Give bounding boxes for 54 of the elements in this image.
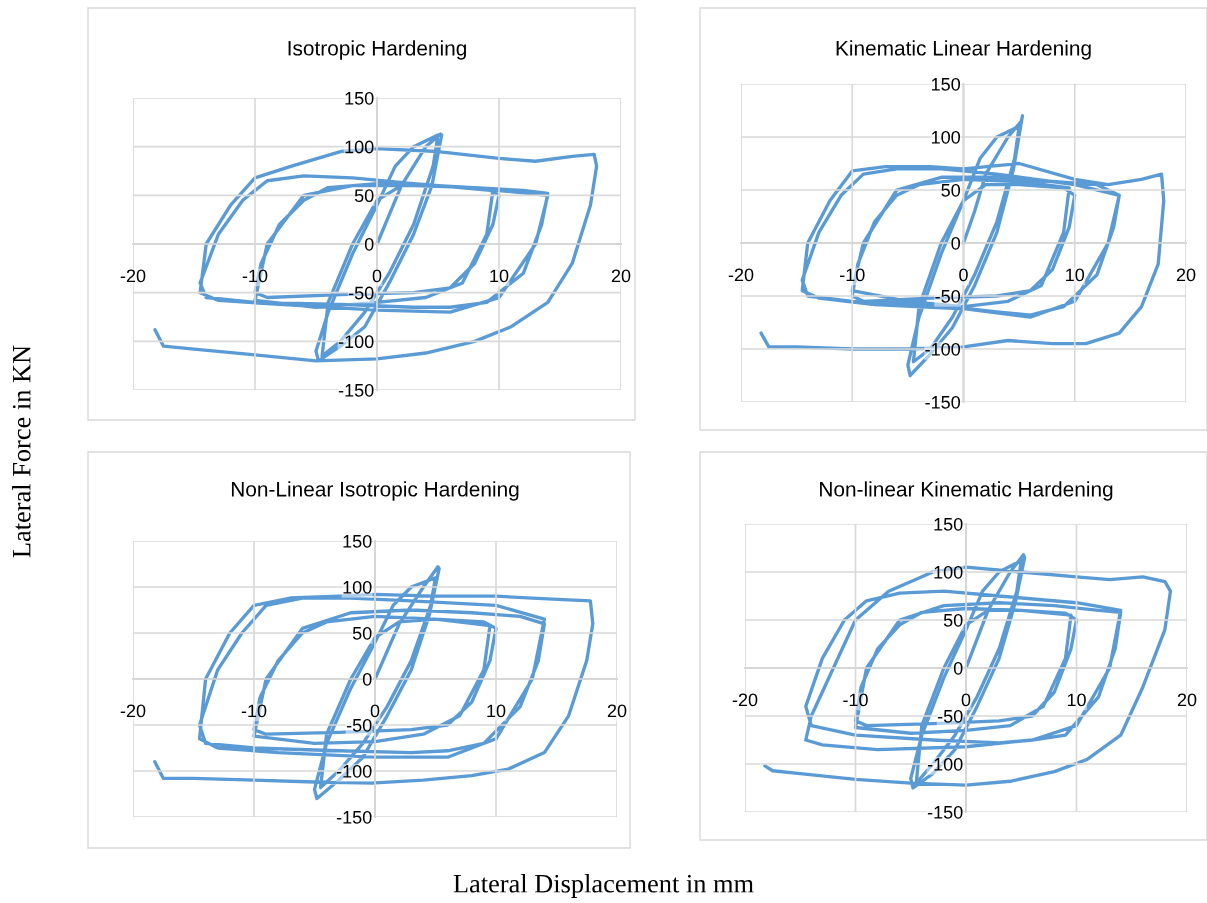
y-tick-label: -150 — [927, 805, 963, 819]
y-tick-label: -100 — [925, 342, 961, 356]
y-tick-label: 100 — [345, 140, 374, 154]
x-tick-label: -20 — [120, 269, 146, 283]
chart-title: Kinematic Linear Hardening — [836, 40, 1091, 60]
x-tick-label: -10 — [840, 268, 865, 282]
y-tick-label: 0 — [362, 672, 372, 686]
chart-title: Non-Linear Isotropic Hardening — [231, 481, 519, 501]
y-tick-label: 0 — [364, 237, 374, 251]
y-tick-label: 150 — [934, 517, 963, 531]
y-tick-label: -150 — [925, 395, 961, 409]
chart-title: Isotropic Hardening — [288, 40, 466, 60]
line-series — [763, 553, 1173, 790]
line-series — [153, 565, 595, 801]
x-tick-label: -20 — [732, 693, 758, 707]
y-tick-label: 100 — [931, 130, 961, 144]
x-tick-label: -20 — [728, 268, 754, 282]
x-tick-label: -20 — [120, 704, 146, 718]
y-tick-label: 50 — [354, 189, 374, 203]
y-tick-label: -100 — [338, 335, 374, 349]
x-tick-label: 20 — [611, 269, 631, 283]
y-tick-label: 100 — [343, 580, 372, 594]
y-tick-label: -150 — [338, 383, 374, 397]
x-tick-label: 10 — [1067, 693, 1086, 707]
y-tick-label: 50 — [941, 183, 961, 197]
chart-title: Non-linear Kinematic Hardening — [820, 481, 1113, 501]
y-tick-label: -50 — [935, 289, 961, 303]
y-tick-label: 150 — [345, 91, 374, 105]
y-tick-label: -100 — [927, 757, 963, 771]
y-axis-title: Lateral Force in KN — [12, 345, 31, 558]
line-series — [153, 132, 599, 363]
y-tick-label: 0 — [953, 661, 963, 675]
x-tick-label: 20 — [1177, 693, 1197, 707]
y-tick-label: -50 — [937, 709, 963, 723]
y-tick-label: 150 — [343, 534, 372, 548]
y-tick-label: -100 — [336, 764, 372, 778]
x-tick-label: 10 — [490, 269, 509, 283]
x-tick-label: -10 — [241, 704, 267, 718]
x-axis-title: Lateral Displacement in mm — [453, 874, 754, 898]
x-tick-label: -10 — [843, 693, 868, 707]
x-tick-label: 20 — [607, 704, 627, 718]
x-tick-label: 20 — [1176, 268, 1196, 282]
x-tick-label: 10 — [487, 704, 506, 718]
x-tick-label: -10 — [242, 269, 268, 283]
y-tick-label: -50 — [348, 286, 374, 300]
y-tick-label: 100 — [934, 565, 963, 579]
line-series — [759, 114, 1166, 378]
y-tick-label: 0 — [951, 236, 961, 250]
y-tick-label: 50 — [352, 626, 372, 640]
y-tick-label: 150 — [931, 77, 961, 91]
x-tick-label: 10 — [1066, 268, 1085, 282]
y-tick-label: 50 — [943, 613, 963, 627]
y-tick-label: -50 — [346, 718, 372, 732]
y-tick-label: -150 — [336, 810, 372, 824]
